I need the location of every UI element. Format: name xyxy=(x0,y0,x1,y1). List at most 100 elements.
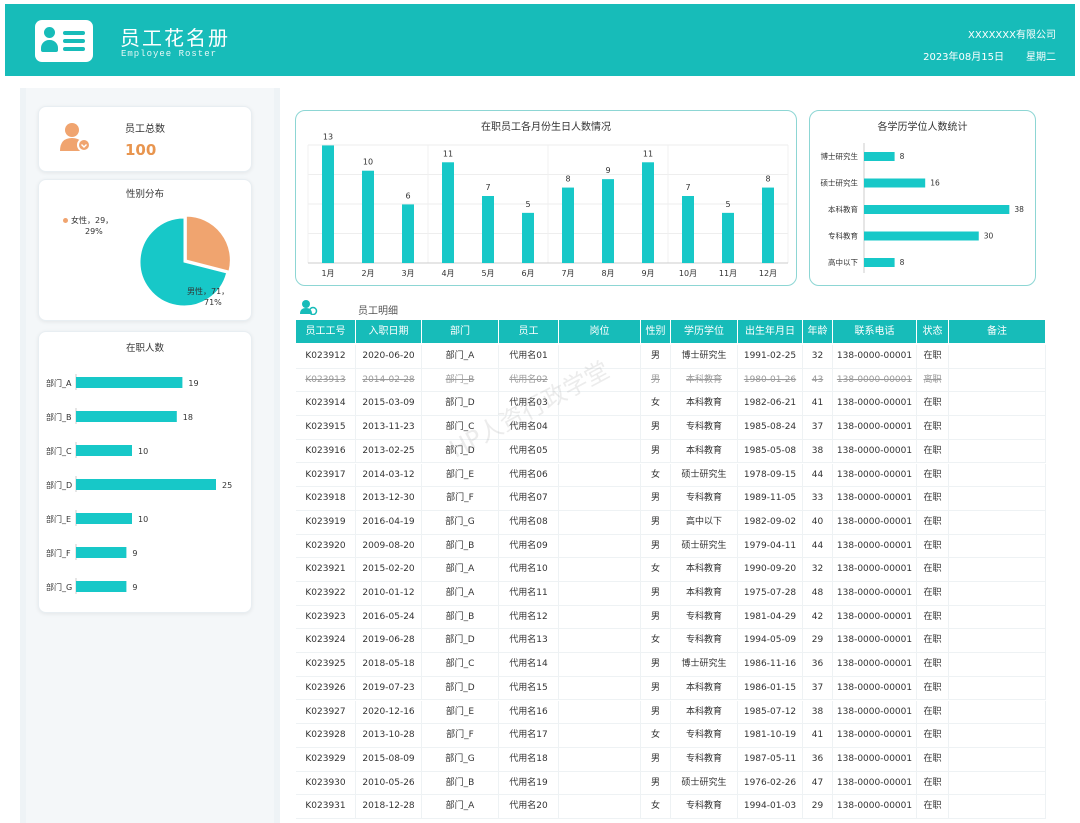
table-row[interactable]: K023931 2018-12-28 部门_A 代用名20 女专科教育 1994-01-0… xyxy=(296,795,1046,819)
header-bar: 员工花名册 Employee Roster XXXXXXX有限公司 2023年0… xyxy=(5,4,1075,76)
table-cell: 138-0000-00001 xyxy=(833,605,917,629)
table-cell: 44 xyxy=(803,463,833,487)
dept-bar-chart: 部门_A 19 部门_B 18 部门_C 10 部门_D 25 部门_E 10 部门_F 9 部门_G 9 xyxy=(46,374,232,594)
table-cell: 专科教育 xyxy=(671,487,738,510)
table-cell: 女 xyxy=(641,629,671,653)
table-row[interactable]: K023920 2009-08-20 部门_B 代用名09 男硕士研究生 1979-04-… xyxy=(296,534,1046,559)
column-header[interactable]: 员工工号 xyxy=(296,320,356,343)
table-row[interactable]: K023914 2015-03-09 部门_D 代用名03 女本科教育 1982-06-2… xyxy=(296,392,1046,417)
table-cell xyxy=(949,463,1046,487)
column-header[interactable]: 备注 xyxy=(949,320,1046,343)
education-chart-panel: 各学历学位人数统计 博士研究生 8 硕士研究生 16 本科教育 38 专科教育 30 高中以下 8 xyxy=(809,110,1036,286)
column-header[interactable]: 出生年月日 xyxy=(738,320,803,343)
month-label: 4月 xyxy=(441,269,454,278)
table-cell: 38 xyxy=(803,700,833,724)
table-cell: 代用名07 xyxy=(499,487,559,510)
table-cell: 2015-02-20 xyxy=(356,558,422,581)
table-cell: 代用名18 xyxy=(499,747,559,771)
table-cell: 部门_A xyxy=(422,582,499,605)
birthday-bar-chart: 13 1月 10 2月 6 3月 11 4月 7 5月 5 6月 8 7月 9 8月 11 9月 7 10月 5 11月 8… xyxy=(307,132,789,278)
table-cell: 代用名08 xyxy=(499,510,559,534)
gender-title: 性别分布 xyxy=(125,189,164,200)
table-cell: 41 xyxy=(803,392,833,416)
table-row[interactable]: K023924 2019-06-28 部门_D 代用名13 女专科教育 1994-05-0… xyxy=(296,629,1046,654)
table-cell xyxy=(559,510,641,534)
column-header[interactable]: 部门 xyxy=(422,320,499,343)
table-cell: 部门_D xyxy=(422,392,499,416)
table-cell: 部门_E xyxy=(422,700,499,724)
table-cell: 部门_F xyxy=(422,724,499,747)
table-cell: 1985-08-24 xyxy=(738,416,803,439)
table-cell: 在职 xyxy=(917,724,949,747)
month-bar xyxy=(762,187,774,263)
table-row[interactable]: K023919 2016-04-19 部门_G 代用名08 男高中以下 1982-09-0… xyxy=(296,510,1046,535)
column-header[interactable]: 入职日期 xyxy=(356,320,422,343)
table-cell: 博士研究生 xyxy=(671,345,738,368)
column-header[interactable]: 性别 xyxy=(641,320,671,343)
table-cell: K023920 xyxy=(296,534,356,558)
table-cell: 1986-11-16 xyxy=(738,653,803,676)
column-header[interactable]: 联系电话 xyxy=(833,320,917,343)
table-row[interactable]: K023912 2020-06-20 部门_A 代用名01 男博士研究生 1991-02-… xyxy=(296,345,1046,369)
table-row[interactable]: K023929 2015-08-09 部门_G 代用名18 男专科教育 1987-05-1… xyxy=(296,747,1046,772)
table-row[interactable]: K023925 2018-05-18 部门_C 代用名14 男博士研究生 1986-11-… xyxy=(296,653,1046,677)
table-row[interactable]: K023921 2015-02-20 部门_A 代用名10 女本科教育 1990-09-2… xyxy=(296,558,1046,582)
table-cell: 代用名11 xyxy=(499,582,559,605)
table-row[interactable]: K023916 2013-02-25 部门_D 代用名05 男本科教育 1985-05-0… xyxy=(296,439,1046,464)
table-row[interactable]: K023927 2020-12-16 部门_E 代用名16 男本科教育 1985-07-1… xyxy=(296,700,1046,725)
table-cell: 2015-03-09 xyxy=(356,392,422,416)
table-row[interactable]: K023913 2014-02-28 部门_B 代用名02 男本科教育 1980-01-2… xyxy=(296,368,1046,393)
column-header[interactable]: 员工 xyxy=(499,320,559,343)
table-cell: 138-0000-00001 xyxy=(833,392,917,416)
table-cell: 138-0000-00001 xyxy=(833,510,917,534)
table-row[interactable]: K023917 2014-03-12 部门_E 代用名06 女硕士研究生 1978-09-… xyxy=(296,463,1046,488)
table-cell xyxy=(949,392,1046,416)
column-header[interactable]: 年龄 xyxy=(803,320,833,343)
table-cell: 男 xyxy=(641,510,671,534)
table-cell: K023918 xyxy=(296,487,356,510)
table-cell: 部门_B xyxy=(422,605,499,629)
table-row[interactable]: K023915 2013-11-23 部门_C 代用名04 男专科教育 1985-08-2… xyxy=(296,416,1046,440)
table-row[interactable]: K023918 2013-12-30 部门_F 代用名07 男专科教育 1989-11-0… xyxy=(296,487,1046,511)
month-bar xyxy=(522,212,534,263)
table-cell: 2010-01-12 xyxy=(356,582,422,605)
column-header[interactable]: 状态 xyxy=(917,320,949,343)
table-cell: 代用名06 xyxy=(499,463,559,487)
month-label: 6月 xyxy=(521,269,534,278)
table-cell: 37 xyxy=(803,416,833,439)
table-cell xyxy=(949,747,1046,771)
table-cell: 代用名20 xyxy=(499,795,559,818)
month-bar xyxy=(642,162,654,263)
table-cell: 代用名16 xyxy=(499,700,559,724)
total-value: 100 xyxy=(125,141,157,159)
page-title: 员工花名册 xyxy=(120,26,230,50)
column-header[interactable]: 学历学位 xyxy=(671,320,738,343)
table-cell xyxy=(559,747,641,771)
table-cell: 本科教育 xyxy=(671,368,738,392)
table-row[interactable]: K023926 2019-07-23 部门_D 代用名15 男本科教育 1986-01-1… xyxy=(296,676,1046,701)
table-row[interactable]: K023923 2016-05-24 部门_B 代用名12 男专科教育 1981-04-2… xyxy=(296,605,1046,630)
table-row[interactable]: K023930 2010-05-26 部门_B 代用名19 男硕士研究生 1976-02-… xyxy=(296,771,1046,796)
table-cell xyxy=(559,368,641,392)
table-cell: 代用名19 xyxy=(499,771,559,795)
table-cell: K023930 xyxy=(296,771,356,795)
month-value: 9 xyxy=(605,166,610,175)
table-row[interactable]: K023928 2013-10-28 部门_F 代用名17 女专科教育 1981-10-1… xyxy=(296,724,1046,748)
table-cell: 在职 xyxy=(917,582,949,605)
table-cell: K023916 xyxy=(296,439,356,463)
table-cell xyxy=(559,605,641,629)
month-bar xyxy=(442,162,454,263)
table-cell: 代用名15 xyxy=(499,676,559,700)
pie-slice-男性 xyxy=(139,217,228,307)
table-cell: 男 xyxy=(641,676,671,700)
table-cell: 138-0000-00001 xyxy=(833,724,917,747)
table-cell: 2018-05-18 xyxy=(356,653,422,676)
table-cell: 1994-05-09 xyxy=(738,629,803,653)
column-header[interactable]: 岗位 xyxy=(559,320,641,343)
table-cell: 2018-12-28 xyxy=(356,795,422,818)
table-cell: 本科教育 xyxy=(671,558,738,581)
table-cell: 138-0000-00001 xyxy=(833,795,917,818)
table-cell xyxy=(559,724,641,747)
table-cell: 1994-01-03 xyxy=(738,795,803,818)
table-row[interactable]: K023922 2010-01-12 部门_A 代用名11 男本科教育 1975-07-2… xyxy=(296,582,1046,606)
